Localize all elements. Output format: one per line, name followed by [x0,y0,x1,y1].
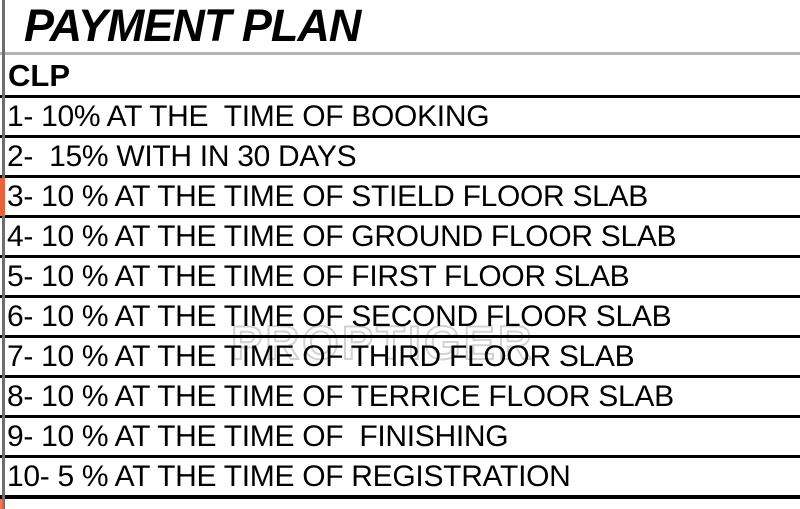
payment-row-3: 3- 10 % AT THE TIME OF STIELD FLOOR SLAB [0,175,800,215]
payment-row-4: 4- 10 % AT THE TIME OF GROUND FLOOR SLAB [0,215,800,255]
payment-row-text: 2- 15% WITH IN 30 DAYS [7,139,357,173]
plan-type-label: CLP [8,57,70,93]
payment-row-text: 4- 10 % AT THE TIME OF GROUND FLOOR SLAB [7,219,677,253]
plan-type-row: CLP [0,55,800,95]
payment-row-text: 6- 10 % AT THE TIME OF SECOND FLOOR SLAB [7,299,672,333]
payment-row-6: 6- 10 % AT THE TIME OF SECOND FLOOR SLAB [0,295,800,335]
row-change-marker [0,178,5,216]
bottom-left-change-mark [0,499,4,509]
bottom-grid-line [0,495,800,499]
payment-row-text: 10- 5 % AT THE TIME OF REGISTRATION [7,459,571,493]
payment-row-text: 3- 10 % AT THE TIME OF STIELD FLOOR SLAB [7,179,648,213]
payment-row-text: 7- 10 % AT THE TIME OF THIRD FLOOR SLAB [7,339,635,373]
payment-row-text: 1- 10% AT THE TIME OF BOOKING [7,99,490,133]
title-separator-line [0,52,800,55]
payment-row-10: 10- 5 % AT THE TIME OF REGISTRATION [0,455,800,495]
payment-row-2: 2- 15% WITH IN 30 DAYS [0,135,800,175]
payment-row-text: 9- 10 % AT THE TIME OF FINISHING [7,419,509,453]
payment-row-text: 5- 10 % AT THE TIME OF FIRST FLOOR SLAB [7,259,630,293]
payment-row-9: 9- 10 % AT THE TIME OF FINISHING [0,415,800,455]
left-grid-border [2,0,5,509]
proptiger-watermark: PROPTIGER [230,315,535,370]
page-title: PAYMENT PLAN [24,0,361,51]
payment-row-7: 7- 10 % AT THE TIME OF THIRD FLOOR SLAB [0,335,800,375]
payment-row-text: 8- 10 % AT THE TIME OF TERRICE FLOOR SLA… [7,379,674,413]
payment-row-5: 5- 10 % AT THE TIME OF FIRST FLOOR SLAB [0,255,800,295]
payment-row-8: 8- 10 % AT THE TIME OF TERRICE FLOOR SLA… [0,375,800,415]
payment-row-1: 1- 10% AT THE TIME OF BOOKING [0,95,800,135]
title-row: PAYMENT PLAN [0,0,800,52]
